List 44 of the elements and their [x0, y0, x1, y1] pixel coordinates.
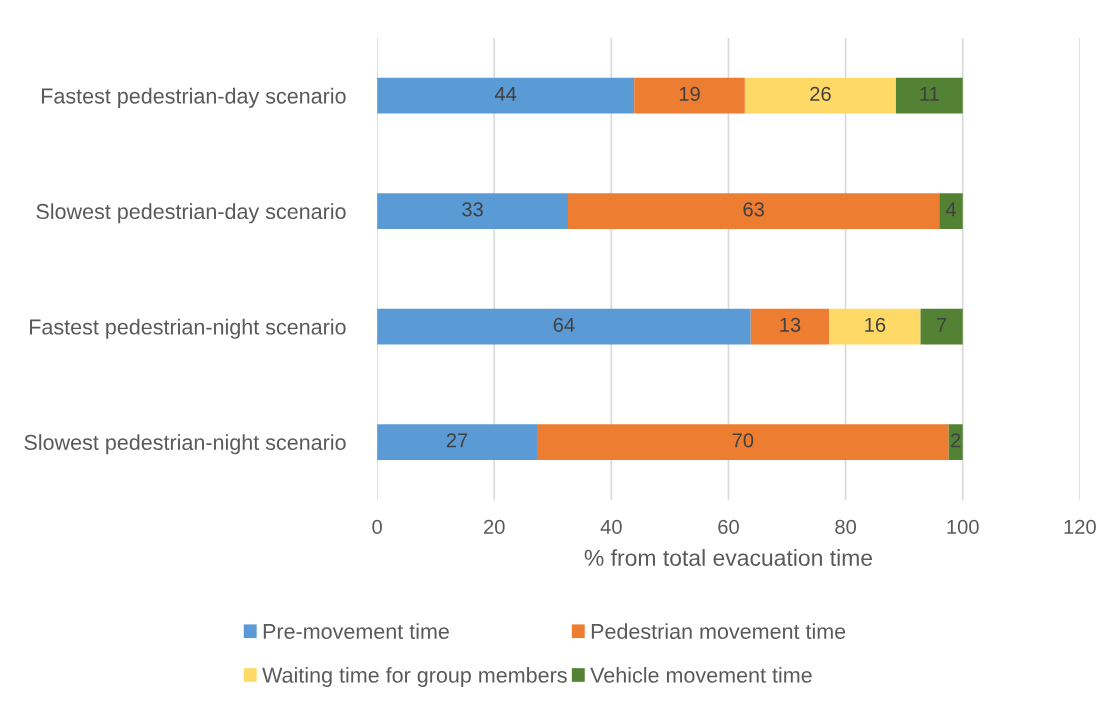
- bar: [377, 424, 537, 460]
- data-label: 19: [679, 86, 700, 102]
- legend-label: Pedestrian movement time: [591, 623, 846, 640]
- bar: [948, 424, 963, 460]
- y-tick-label: Slowest pedestrian-day scenario: [36, 203, 346, 224]
- data-label: 11: [920, 86, 939, 101]
- data-label: 64: [553, 317, 575, 332]
- y-tick-label: Slowest pedestrian-night scenario: [24, 434, 346, 455]
- bar: [377, 77, 635, 114]
- x-tick-label: 80: [835, 519, 856, 535]
- x-tick-label: 20: [484, 519, 505, 535]
- legend-label: Vehicle movement time: [590, 666, 812, 683]
- x-tick-label: 40: [600, 519, 622, 535]
- data-label: 4: [945, 202, 957, 217]
- data-label: 27: [446, 433, 468, 448]
- bar: [920, 308, 963, 345]
- bar: [939, 193, 963, 229]
- x-tick-label: 100: [947, 519, 979, 535]
- bar: [377, 308, 751, 345]
- bar: [377, 193, 569, 229]
- data-label: 33: [462, 202, 483, 217]
- bar: [568, 193, 940, 229]
- data-label: 7: [937, 317, 947, 332]
- bar: [895, 77, 963, 114]
- legend-label: Pre-movement time: [263, 623, 449, 640]
- data-label: 2: [951, 433, 961, 448]
- x-tick-label: 0: [372, 519, 382, 535]
- bar: [829, 308, 921, 345]
- bar: [536, 424, 949, 460]
- x-tick-label: 60: [718, 519, 739, 535]
- y-tick-label: Fastest pedestrian-day scenario: [42, 87, 346, 108]
- bar: [750, 308, 830, 345]
- data-label: 70: [732, 433, 754, 448]
- data-label: 44: [494, 86, 517, 101]
- bar: [634, 77, 745, 114]
- bar: [744, 77, 896, 114]
- y-tick-label: Fastest pedestrian-night scenario: [30, 318, 346, 339]
- data-label: 26: [810, 86, 831, 102]
- data-label: 13: [780, 317, 801, 332]
- data-label: 63: [743, 202, 764, 217]
- x-axis-title: % from total evacuation time: [584, 549, 873, 566]
- data-label: 16: [865, 317, 886, 332]
- legend-label: Waiting time for group members: [262, 666, 567, 688]
- x-tick-label: 120: [1064, 519, 1096, 535]
